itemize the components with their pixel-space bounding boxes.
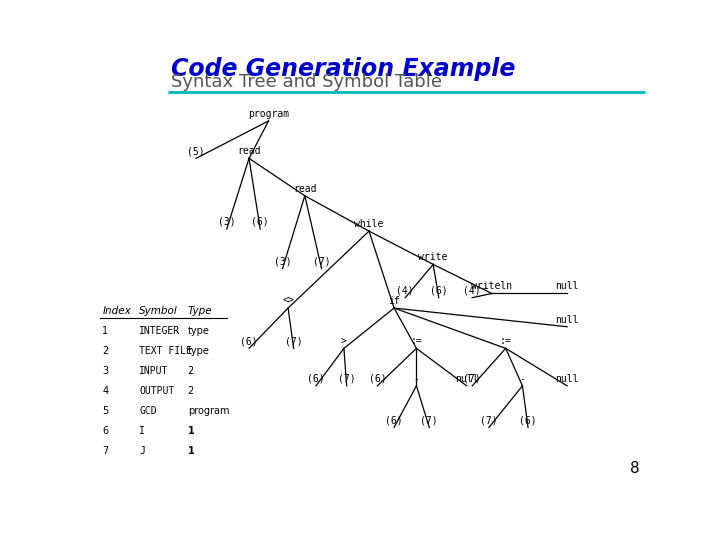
Text: INPUT: INPUT (139, 366, 168, 376)
Text: Type: Type (188, 306, 212, 316)
Text: 1: 1 (102, 326, 109, 336)
Text: >: > (341, 336, 347, 346)
Text: (3): (3) (218, 217, 235, 227)
Text: (6): (6) (307, 374, 325, 384)
Text: Syntax Tree and Symbol Table: Syntax Tree and Symbol Table (171, 73, 442, 91)
Text: program: program (248, 109, 289, 119)
Text: 2: 2 (102, 346, 109, 356)
Text: type: type (188, 326, 210, 336)
Text: Code Generation Example: Code Generation Example (171, 57, 516, 82)
Text: (7): (7) (312, 256, 330, 266)
Text: writeln: writeln (471, 281, 513, 292)
Text: null: null (455, 374, 478, 384)
Text: GCD: GCD (139, 406, 157, 416)
Text: program: program (188, 406, 229, 416)
Text: 1: 1 (188, 426, 194, 436)
Text: 5: 5 (102, 406, 109, 416)
Text: read: read (293, 184, 317, 194)
Text: :=: := (500, 336, 512, 346)
Text: 2: 2 (188, 366, 194, 376)
Text: <>: <> (282, 296, 294, 306)
Text: if: if (388, 296, 400, 306)
Text: type: type (188, 346, 210, 356)
Text: null: null (555, 315, 579, 325)
Text: 7: 7 (102, 446, 109, 456)
Text: 4: 4 (102, 386, 109, 396)
Text: (4): (4) (397, 286, 414, 295)
Text: (7): (7) (420, 415, 438, 426)
Text: -: - (520, 374, 526, 384)
Text: (6): (6) (240, 336, 258, 346)
Text: 3: 3 (102, 366, 109, 376)
Text: TEXT FILE: TEXT FILE (139, 346, 192, 356)
Text: J: J (139, 446, 145, 456)
Text: 8: 8 (630, 462, 639, 476)
Text: read: read (238, 146, 261, 156)
Text: OUTPUT: OUTPUT (139, 386, 174, 396)
Text: (3): (3) (274, 256, 292, 266)
Text: :=: := (410, 336, 423, 346)
Text: (6): (6) (430, 286, 448, 295)
Text: (7): (7) (285, 336, 302, 346)
Text: 6: 6 (102, 426, 109, 436)
Text: Index: Index (102, 306, 131, 316)
Text: null: null (555, 374, 579, 384)
Text: (5): (5) (187, 146, 204, 156)
Text: (6): (6) (251, 217, 269, 227)
Text: -: - (413, 374, 419, 384)
Text: I: I (139, 426, 145, 436)
Text: null: null (555, 281, 579, 292)
Text: INTEGER: INTEGER (139, 326, 180, 336)
Text: (6): (6) (519, 415, 537, 426)
Text: (7): (7) (480, 415, 498, 426)
Text: (7): (7) (464, 374, 481, 384)
Text: Symbol: Symbol (139, 306, 178, 316)
Text: (7): (7) (338, 374, 356, 384)
Text: 2: 2 (188, 386, 194, 396)
Text: (6): (6) (385, 415, 403, 426)
Text: (4): (4) (464, 286, 481, 295)
Text: write: write (418, 252, 448, 262)
Text: (6): (6) (369, 374, 386, 384)
Text: 1: 1 (188, 446, 194, 456)
Text: while: while (354, 219, 384, 229)
